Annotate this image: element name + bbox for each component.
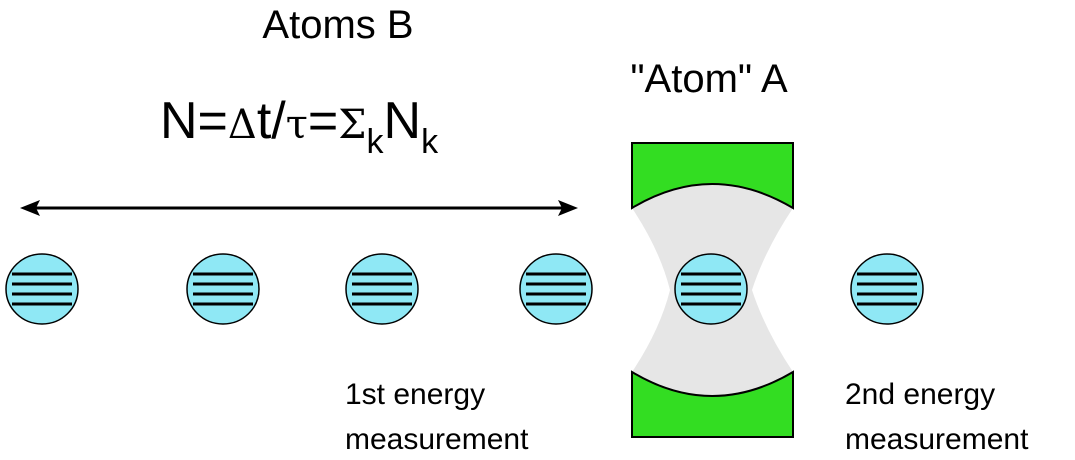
formula-t-over: t/ — [257, 92, 286, 150]
atom-body — [850, 253, 924, 325]
top-mirror — [631, 142, 794, 210]
arrow-head-right — [558, 200, 578, 216]
formula-subscript-k1: k — [367, 123, 385, 161]
first-measurement-label: 1st energy measurement — [345, 378, 529, 456]
atom-b-1 — [5, 253, 79, 325]
formula-equals: = — [308, 92, 338, 150]
formula-prefix: N= — [160, 92, 228, 150]
atom-b-4 — [519, 253, 593, 325]
first-measurement-line-2: measurement — [345, 423, 529, 456]
formula-label: N=Δt/τ=ΣkNk — [160, 92, 439, 161]
second-measurement-label: 2nd energy measurement — [845, 378, 1029, 456]
atom-b-3 — [345, 253, 419, 325]
formula-n: N — [384, 92, 422, 150]
second-measurement-line-2: measurement — [845, 423, 1029, 456]
atom-body — [186, 253, 260, 325]
atom-body — [674, 253, 748, 325]
double-arrow — [20, 200, 578, 216]
formula-sigma: Σ — [338, 102, 366, 148]
atoms-b-label: Atoms B — [262, 3, 413, 47]
atom-body — [519, 253, 593, 325]
atom-body — [345, 253, 419, 325]
formula-delta: Δ — [228, 102, 257, 148]
atom-in-cavity — [674, 253, 748, 325]
formula-subscript-k2: k — [421, 123, 439, 161]
second-measurement-line-1: 2nd energy — [845, 378, 995, 411]
bottom-mirror — [631, 370, 794, 438]
first-measurement-line-1: 1st energy — [345, 378, 485, 411]
atoms-row — [5, 253, 924, 325]
atom-b-2 — [186, 253, 260, 325]
atom-after-cavity — [850, 253, 924, 325]
atom-body — [5, 253, 79, 325]
arrow-head-left — [20, 200, 40, 216]
atom-a-label: "Atom" A — [630, 57, 788, 101]
formula-tau: τ — [286, 102, 308, 148]
